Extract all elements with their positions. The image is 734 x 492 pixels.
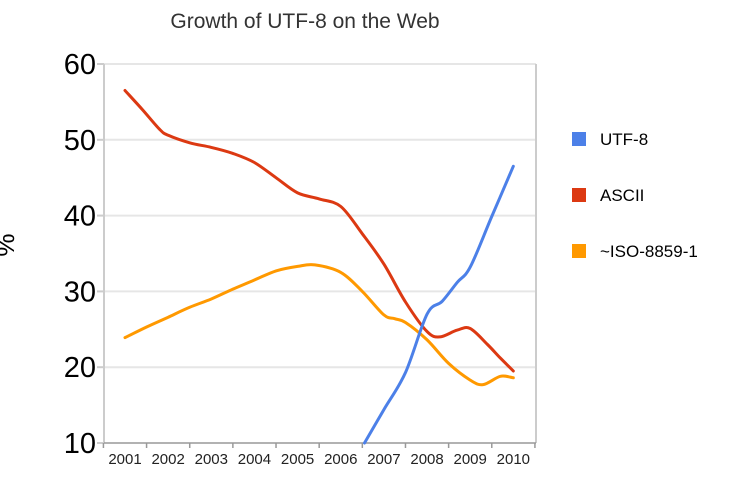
y-tick-label-60: 60	[64, 49, 96, 81]
x-tick-label-2009: 2009	[454, 451, 487, 468]
series-line--iso-8859-1	[123, 263, 515, 387]
legend-item-ascii: ASCII	[572, 186, 644, 205]
x-tick-label-2005: 2005	[281, 451, 314, 468]
gridlines-group	[104, 63, 536, 369]
x-tick-label-2003: 2003	[195, 451, 228, 468]
legend-label: ~ISO-8859-1	[600, 242, 698, 261]
legend-group: UTF-8 ASCII ~ISO-8859-1	[572, 130, 698, 261]
x-tick-label-2001: 2001	[108, 451, 141, 468]
series-lines-group	[123, 89, 515, 445]
y-tick-label-40: 40	[64, 201, 96, 233]
x-tick-label-2002: 2002	[151, 451, 184, 468]
chart-title: Growth of UTF-8 on the Web	[170, 10, 439, 33]
series-line-utf-8	[363, 164, 515, 445]
x-tick-label-2008: 2008	[410, 451, 443, 468]
axes-group	[97, 63, 537, 448]
x-tick-label-2004: 2004	[238, 451, 271, 468]
y-tick-label-30: 30	[64, 276, 96, 308]
legend-item-utf-8: UTF-8	[572, 130, 648, 149]
x-tick-label-2006: 2006	[324, 451, 357, 468]
legend-swatch-icon	[572, 188, 586, 202]
x-tick-label-2010: 2010	[497, 451, 530, 468]
legend-label: ASCII	[600, 186, 644, 205]
legend-item--iso-8859-1: ~ISO-8859-1	[572, 242, 698, 261]
y-axis-unit-label: %	[0, 233, 20, 256]
axis-labels-group: 10 20 30 40 50 60 2001 2002 2003 2004 2005 2006 2007…	[64, 49, 530, 468]
legend-swatch-icon	[572, 132, 586, 146]
series-line-ascii	[123, 89, 515, 373]
y-tick-label-20: 20	[64, 352, 96, 384]
y-tick-label-50: 50	[64, 125, 96, 157]
legend-label: UTF-8	[600, 130, 648, 149]
y-tick-label-10: 10	[64, 428, 96, 460]
x-tick-label-2007: 2007	[367, 451, 400, 468]
legend-swatch-icon	[572, 244, 586, 258]
